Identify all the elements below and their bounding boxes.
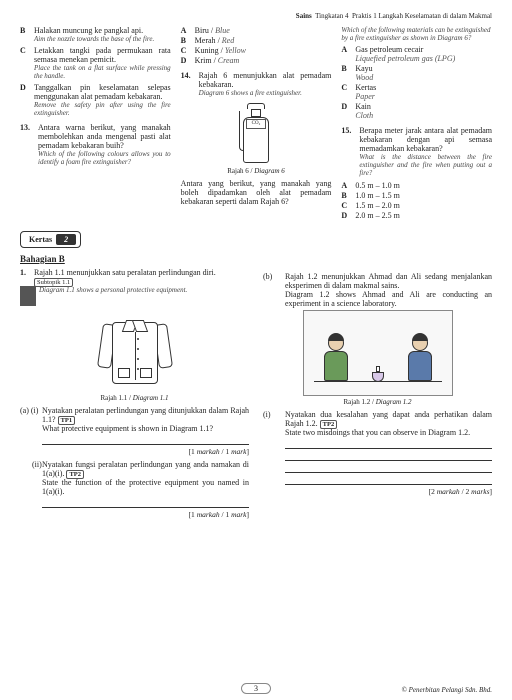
- bahagian-heading: Bahagian B: [20, 254, 492, 264]
- top-three-columns: BHalakan muncung ke pangkal api.Aim the …: [20, 26, 492, 221]
- bi-my: Nyatakan dua kesalahan yang dapat anda p…: [285, 410, 492, 428]
- answer-line: [285, 439, 492, 449]
- cap12-my: Rajah 1.2: [343, 398, 370, 406]
- bottom-two-columns: 1. Rajah 1.1 menunjukkan satu peralatan …: [20, 268, 492, 519]
- page-header: Sains Tingkatan 4 Praktis 1 Langkah Kese…: [20, 12, 492, 20]
- q15d: 2.0 m – 2.5 m: [355, 211, 492, 220]
- q13a-en: Blue: [215, 26, 230, 35]
- b-my: Rajah 1.2 menunjukkan Ahmad dan Ali seda…: [285, 272, 492, 290]
- page-number: 3: [241, 683, 271, 694]
- opt-d-en: Remove the safety pin after using the fi…: [34, 101, 171, 117]
- q13c-en: Yellow: [225, 46, 246, 55]
- answer-line: [285, 475, 492, 485]
- kertas-tab: Kertas 2: [20, 231, 81, 248]
- column-2: ABiru / Blue BMerah / Red CKuning / Yell…: [181, 26, 332, 221]
- q13b-my: Merah: [195, 36, 216, 45]
- q15a: 0.5 m – 1.0 m: [355, 181, 492, 190]
- kertas-number: 2: [56, 234, 76, 245]
- answer-line: [42, 435, 249, 445]
- answer-line: [285, 463, 492, 473]
- unit: Praktis 1 Langkah Keselamatan di dalam M…: [352, 12, 492, 20]
- cap11-en: Diagram 1.1: [133, 394, 169, 402]
- answer-line: [42, 498, 249, 508]
- column-1: BHalakan muncung ke pangkal api.Aim the …: [20, 26, 171, 221]
- q1-my: Rajah 1.1 menunjukkan satu peralatan per…: [34, 268, 249, 277]
- aii-en: State the function of the protective equ…: [42, 478, 249, 496]
- opt-b-en: Aim the nozzle towards the base of the f…: [34, 35, 171, 43]
- mark-bi: [2 markah / 2 marks]: [285, 487, 492, 496]
- q14b2-my: Kayu: [355, 64, 372, 73]
- answer-line: [285, 451, 492, 461]
- mark-1aii: [1 markah / 1 mark]: [42, 510, 249, 519]
- fire-extinguisher-diagram: CO₂: [237, 101, 275, 163]
- q14-en: Diagram 6 shows a fire extinguisher.: [199, 89, 332, 97]
- bottom-right-column: (b)Rajah 1.2 menunjukkan Ahmad dan Ali s…: [263, 268, 492, 519]
- q14b-my: Antara yang berikut, yang manakah yang b…: [181, 179, 332, 206]
- cap11-my: Rajah 1.1: [100, 394, 127, 402]
- q15c: 1.5 m – 2.0 m: [355, 201, 492, 210]
- bottom-left-column: 1. Rajah 1.1 menunjukkan satu peralatan …: [20, 268, 249, 519]
- cap6-en: Diagram 6: [254, 167, 285, 175]
- q15b: 1.0 m – 1.5 m: [355, 191, 492, 200]
- kertas-label: Kertas: [25, 235, 56, 244]
- cap12-en: Diagram 1.2: [376, 398, 412, 406]
- q13b-en: Red: [222, 36, 234, 45]
- level: Tingkatan 4: [315, 12, 348, 20]
- q14c-en: Paper: [355, 92, 375, 101]
- q14a-en: Liquefied petroleum gas (LPG): [355, 54, 455, 63]
- q13-en: Which of the following colours allows yo…: [38, 150, 171, 166]
- cap6-my: Rajah 6: [227, 167, 249, 175]
- q14d-my: Kain: [355, 102, 371, 111]
- q14b2-en: Wood: [355, 73, 373, 82]
- q14c-my: Kertas: [355, 83, 376, 92]
- q1-en: Diagram 1.1 shows a personal protective …: [39, 286, 249, 294]
- fire-label: CO₂: [246, 119, 266, 129]
- q14a-my: Gas petroleum cecair: [355, 45, 423, 54]
- b-en: Diagram 1.2 shows Ahmad and Ali are cond…: [285, 290, 492, 308]
- opt-c-my: Letakkan tangki pada permukaan rata sema…: [34, 46, 171, 64]
- opt-d-my: Tanggalkan pin keselamatan selepas mengg…: [34, 83, 171, 101]
- mark-1a: [1 markah / 1 mark]: [42, 447, 249, 456]
- q13-my: Antara warna berikut, yang manakah membo…: [38, 123, 171, 150]
- subject: Sains: [296, 12, 312, 20]
- ai-en: What protective equipment is shown in Di…: [42, 424, 213, 433]
- q13d-en: Cream: [218, 56, 239, 65]
- q13c-my: Kuning: [195, 46, 219, 55]
- opt-c-en: Place the tank on a flat surface while p…: [34, 64, 171, 80]
- opt-b-my: Halakan muncung ke pangkal api.: [34, 26, 171, 35]
- q14b-en: Which of the following materials can be …: [341, 26, 492, 42]
- q13a-my: Biru: [195, 26, 209, 35]
- q14d-en: Cloth: [355, 111, 373, 120]
- q15-en: What is the distance between the fire ex…: [359, 153, 492, 177]
- q15-my: Berapa meter jarak antara alat pemadam k…: [359, 126, 492, 153]
- bi-en: State two misdoings that you can observe…: [285, 428, 470, 437]
- lab-coat-diagram: [98, 310, 172, 390]
- q13d-my: Krim: [195, 56, 212, 65]
- experiment-diagram: [303, 310, 453, 396]
- q14-my: Rajah 6 menunjukkan alat pemadam kebakar…: [199, 71, 332, 89]
- copyright: © Penerbitan Pelangi Sdn. Bhd.: [402, 686, 492, 694]
- column-3: Which of the following materials can be …: [341, 26, 492, 221]
- sidebar-tag-icon: [20, 286, 36, 306]
